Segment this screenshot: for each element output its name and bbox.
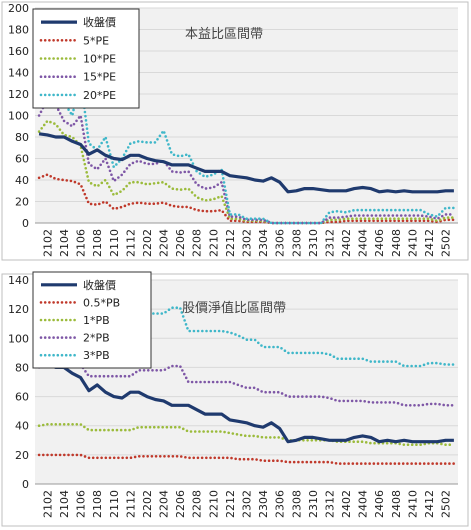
x-tick-label: 2408 bbox=[390, 229, 403, 257]
x-tick-label: 2104 bbox=[58, 490, 71, 518]
x-tick-label: 2206 bbox=[174, 490, 187, 518]
x-tick-label: 2402 bbox=[340, 229, 353, 257]
x-tick-label: 2404 bbox=[357, 229, 370, 257]
x-tick-label: 2412 bbox=[423, 490, 436, 518]
x-tick-label: 2202 bbox=[141, 229, 154, 257]
x-tick-label: 2306 bbox=[274, 229, 287, 257]
series-line-3 bbox=[37, 363, 456, 407]
x-tick-label: 2108 bbox=[91, 229, 104, 257]
x-tick-label: 2106 bbox=[75, 490, 88, 518]
series-line-0 bbox=[38, 361, 454, 444]
legend-label: 0.5*PB bbox=[83, 296, 120, 309]
x-tick-label: 2112 bbox=[124, 229, 137, 257]
series-line-4 bbox=[37, 303, 456, 368]
x-tick-label: 2402 bbox=[340, 490, 353, 518]
x-tick-label: 2310 bbox=[307, 229, 320, 257]
legend-label: 收盤價 bbox=[83, 15, 116, 29]
x-tick-label: 2210 bbox=[207, 490, 220, 518]
y-tick-label: 40 bbox=[15, 174, 29, 187]
pb-band-chart: 0 20 40 60 80 100 120 140 2102 2104 2106 2108 2110 21… bbox=[1, 271, 469, 527]
y-tick-label: 80 bbox=[15, 361, 29, 374]
x-tick-label: 2306 bbox=[274, 490, 287, 518]
y-tick-label: 60 bbox=[15, 391, 29, 404]
series-line-4 bbox=[37, 76, 456, 225]
x-tick-label: 2204 bbox=[158, 229, 171, 257]
series-line-2 bbox=[37, 119, 456, 225]
chart-title: 本益比區間帶 bbox=[185, 27, 263, 42]
x-tick-label: 2102 bbox=[41, 490, 54, 518]
legend-label: 1*PB bbox=[83, 314, 110, 327]
y-tick-label: 100 bbox=[8, 110, 29, 123]
x-tick-label: 2412 bbox=[423, 229, 436, 257]
x-tick-label: 2104 bbox=[58, 229, 71, 257]
x-tick-label: 2110 bbox=[108, 490, 121, 518]
x-tick-label: 2410 bbox=[406, 490, 419, 518]
x-tick-label: 2502 bbox=[440, 229, 453, 257]
x-tick-label: 2210 bbox=[207, 229, 220, 257]
y-tick-label: 20 bbox=[15, 449, 29, 462]
x-tick-label: 2112 bbox=[124, 490, 137, 518]
x-tick-label: 2302 bbox=[241, 229, 254, 257]
y-tick-label: 120 bbox=[8, 88, 29, 101]
legend-label: 10*PE bbox=[83, 53, 116, 66]
legend-label: 15*PE bbox=[83, 71, 116, 84]
legend-label: 3*PB bbox=[83, 349, 110, 362]
x-tick-label: 2106 bbox=[75, 229, 88, 257]
x-tick-label: 2410 bbox=[406, 229, 419, 257]
y-tick-label: 0 bbox=[22, 478, 29, 491]
legend-label: 5*PE bbox=[83, 34, 109, 47]
x-tick-label: 2310 bbox=[307, 490, 320, 518]
y-tick-label: 140 bbox=[8, 67, 29, 80]
x-tick-label: 2308 bbox=[290, 229, 303, 257]
y-tick-label: 60 bbox=[15, 153, 29, 166]
x-tick-label: 2208 bbox=[191, 490, 204, 518]
y-tick-label: 180 bbox=[8, 24, 29, 37]
x-tick-label: 2110 bbox=[108, 229, 121, 257]
x-tick-label: 2208 bbox=[191, 229, 204, 257]
x-tick-label: 2304 bbox=[257, 490, 270, 518]
series-line-2 bbox=[37, 423, 456, 446]
x-tick-label: 2302 bbox=[241, 490, 254, 518]
pb-band-chart-panel: 0 20 40 60 80 100 120 140 2102 2104 2106 2108 2110 21… bbox=[0, 266, 471, 530]
legend-label: 2*PB bbox=[83, 332, 110, 345]
series-line-1 bbox=[37, 173, 456, 225]
series-line-0 bbox=[38, 132, 454, 194]
x-tick-label: 2404 bbox=[357, 490, 370, 518]
x-tick-label: 2408 bbox=[390, 490, 403, 518]
y-tick-label: 40 bbox=[15, 420, 29, 433]
x-tick-label: 2108 bbox=[91, 490, 104, 518]
x-tick-label: 2204 bbox=[158, 490, 171, 518]
y-tick-label: 120 bbox=[8, 303, 29, 316]
legend-label: 收盤價 bbox=[83, 278, 116, 292]
x-tick-label: 2212 bbox=[224, 229, 237, 257]
y-tick-label: 80 bbox=[15, 131, 29, 144]
chart-title: 股價淨值比區間帶 bbox=[182, 300, 286, 316]
pe-band-chart-panel: 0 20 40 60 80 100 120 140 160 180 200 2102 2104 2106 2… bbox=[1, 1, 469, 261]
y-tick-label: 0 bbox=[22, 217, 29, 230]
y-tick-label: 160 bbox=[8, 45, 29, 58]
x-tick-label: 2406 bbox=[373, 229, 386, 257]
x-tick-label: 2304 bbox=[257, 229, 270, 257]
y-tick-label: 100 bbox=[8, 332, 29, 345]
y-tick-label: 140 bbox=[8, 274, 29, 287]
x-tick-label: 2312 bbox=[323, 229, 336, 257]
x-tick-label: 2406 bbox=[373, 490, 386, 518]
x-tick-label: 2308 bbox=[290, 490, 303, 518]
y-tick-label: 200 bbox=[8, 2, 29, 15]
x-tick-label: 2102 bbox=[41, 229, 54, 257]
x-tick-label: 2206 bbox=[174, 229, 187, 257]
x-tick-label: 2312 bbox=[323, 490, 336, 518]
series-line-3 bbox=[37, 98, 456, 225]
x-tick-label: 2212 bbox=[224, 490, 237, 518]
x-tick-label: 2502 bbox=[440, 490, 453, 518]
x-tick-label: 2202 bbox=[141, 490, 154, 518]
legend-label: 20*PE bbox=[83, 89, 116, 102]
y-tick-label: 20 bbox=[15, 196, 29, 209]
